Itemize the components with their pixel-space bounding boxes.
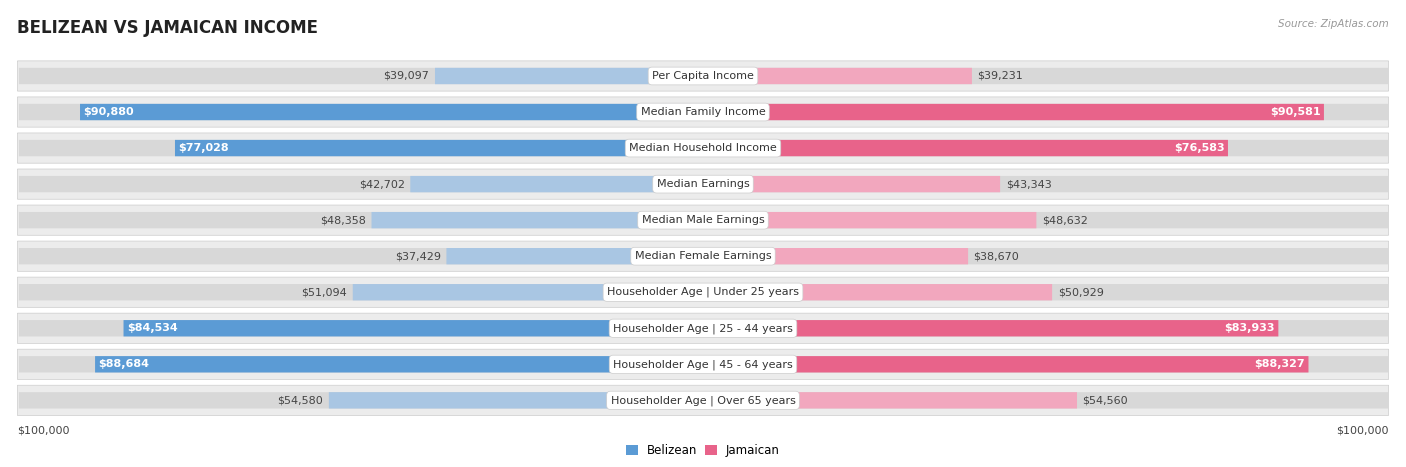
Text: $48,358: $48,358 bbox=[321, 215, 366, 225]
Text: $50,929: $50,929 bbox=[1057, 287, 1104, 297]
FancyBboxPatch shape bbox=[329, 392, 703, 409]
FancyBboxPatch shape bbox=[17, 133, 1389, 163]
FancyBboxPatch shape bbox=[18, 176, 703, 192]
FancyBboxPatch shape bbox=[704, 284, 1389, 300]
FancyBboxPatch shape bbox=[703, 284, 1052, 300]
Text: $83,933: $83,933 bbox=[1225, 323, 1275, 333]
FancyBboxPatch shape bbox=[704, 68, 1389, 84]
FancyBboxPatch shape bbox=[18, 212, 703, 228]
Text: Per Capita Income: Per Capita Income bbox=[652, 71, 754, 81]
FancyBboxPatch shape bbox=[17, 205, 1389, 235]
FancyBboxPatch shape bbox=[174, 140, 703, 156]
FancyBboxPatch shape bbox=[703, 68, 972, 84]
FancyBboxPatch shape bbox=[17, 169, 1389, 199]
FancyBboxPatch shape bbox=[18, 140, 703, 156]
Text: Householder Age | 45 - 64 years: Householder Age | 45 - 64 years bbox=[613, 359, 793, 369]
Text: $39,097: $39,097 bbox=[384, 71, 429, 81]
Text: $48,632: $48,632 bbox=[1042, 215, 1088, 225]
FancyBboxPatch shape bbox=[18, 284, 703, 300]
Text: $42,702: $42,702 bbox=[359, 179, 405, 189]
FancyBboxPatch shape bbox=[371, 212, 703, 228]
Text: $100,000: $100,000 bbox=[17, 425, 70, 435]
FancyBboxPatch shape bbox=[703, 392, 1077, 409]
FancyBboxPatch shape bbox=[703, 140, 1227, 156]
Text: Householder Age | 25 - 44 years: Householder Age | 25 - 44 years bbox=[613, 323, 793, 333]
Text: $88,684: $88,684 bbox=[98, 359, 149, 369]
FancyBboxPatch shape bbox=[18, 104, 703, 120]
FancyBboxPatch shape bbox=[17, 277, 1389, 307]
FancyBboxPatch shape bbox=[704, 212, 1389, 228]
FancyBboxPatch shape bbox=[18, 68, 703, 84]
FancyBboxPatch shape bbox=[17, 349, 1389, 379]
FancyBboxPatch shape bbox=[704, 140, 1389, 156]
FancyBboxPatch shape bbox=[18, 392, 703, 409]
Text: Householder Age | Over 65 years: Householder Age | Over 65 years bbox=[610, 395, 796, 406]
FancyBboxPatch shape bbox=[411, 176, 703, 192]
Text: $90,581: $90,581 bbox=[1270, 107, 1320, 117]
FancyBboxPatch shape bbox=[703, 248, 969, 264]
FancyBboxPatch shape bbox=[18, 320, 703, 336]
FancyBboxPatch shape bbox=[124, 320, 703, 336]
Legend: Belizean, Jamaican: Belizean, Jamaican bbox=[621, 439, 785, 462]
Text: $100,000: $100,000 bbox=[1336, 425, 1389, 435]
FancyBboxPatch shape bbox=[704, 392, 1389, 409]
FancyBboxPatch shape bbox=[17, 385, 1389, 416]
FancyBboxPatch shape bbox=[18, 248, 703, 264]
Text: Source: ZipAtlas.com: Source: ZipAtlas.com bbox=[1278, 19, 1389, 28]
FancyBboxPatch shape bbox=[18, 356, 703, 373]
Text: $90,880: $90,880 bbox=[83, 107, 134, 117]
Text: $39,231: $39,231 bbox=[977, 71, 1024, 81]
Text: Median Male Earnings: Median Male Earnings bbox=[641, 215, 765, 225]
Text: Median Earnings: Median Earnings bbox=[657, 179, 749, 189]
FancyBboxPatch shape bbox=[703, 356, 1309, 373]
Text: $54,580: $54,580 bbox=[277, 396, 323, 405]
FancyBboxPatch shape bbox=[703, 176, 1000, 192]
Text: $84,534: $84,534 bbox=[127, 323, 177, 333]
FancyBboxPatch shape bbox=[704, 104, 1389, 120]
Text: Median Family Income: Median Family Income bbox=[641, 107, 765, 117]
FancyBboxPatch shape bbox=[17, 313, 1389, 343]
Text: BELIZEAN VS JAMAICAN INCOME: BELIZEAN VS JAMAICAN INCOME bbox=[17, 19, 318, 37]
Text: $76,583: $76,583 bbox=[1174, 143, 1225, 153]
FancyBboxPatch shape bbox=[704, 356, 1389, 373]
Text: Median Household Income: Median Household Income bbox=[628, 143, 778, 153]
Text: $37,429: $37,429 bbox=[395, 251, 441, 261]
Text: $77,028: $77,028 bbox=[179, 143, 229, 153]
FancyBboxPatch shape bbox=[434, 68, 703, 84]
FancyBboxPatch shape bbox=[703, 104, 1324, 120]
FancyBboxPatch shape bbox=[704, 320, 1389, 336]
FancyBboxPatch shape bbox=[447, 248, 703, 264]
FancyBboxPatch shape bbox=[704, 176, 1389, 192]
FancyBboxPatch shape bbox=[703, 212, 1036, 228]
FancyBboxPatch shape bbox=[353, 284, 703, 300]
FancyBboxPatch shape bbox=[80, 104, 703, 120]
Text: $54,560: $54,560 bbox=[1083, 396, 1128, 405]
FancyBboxPatch shape bbox=[17, 61, 1389, 91]
FancyBboxPatch shape bbox=[704, 248, 1389, 264]
FancyBboxPatch shape bbox=[17, 97, 1389, 127]
Text: $43,343: $43,343 bbox=[1005, 179, 1052, 189]
FancyBboxPatch shape bbox=[17, 241, 1389, 271]
FancyBboxPatch shape bbox=[703, 320, 1278, 336]
Text: $38,670: $38,670 bbox=[973, 251, 1019, 261]
Text: Median Female Earnings: Median Female Earnings bbox=[634, 251, 772, 261]
Text: $88,327: $88,327 bbox=[1254, 359, 1305, 369]
Text: Householder Age | Under 25 years: Householder Age | Under 25 years bbox=[607, 287, 799, 297]
Text: $51,094: $51,094 bbox=[301, 287, 347, 297]
FancyBboxPatch shape bbox=[96, 356, 703, 373]
